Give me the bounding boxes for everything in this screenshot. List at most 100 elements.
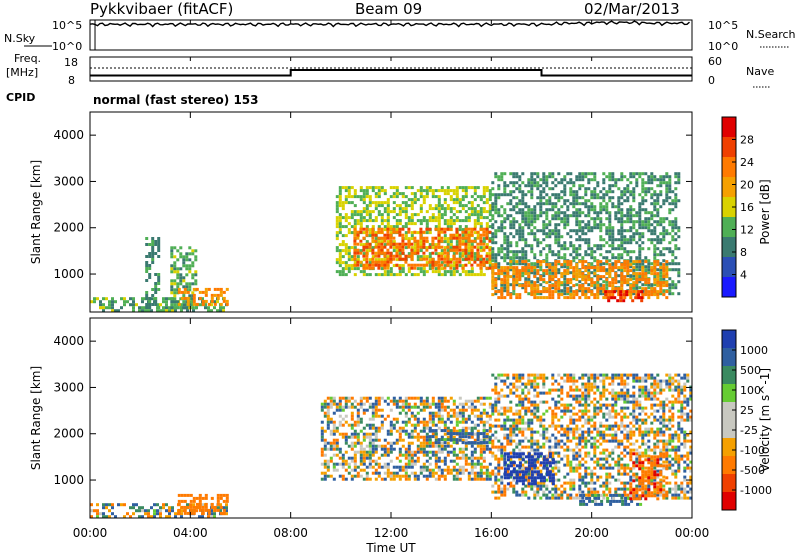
heatmap-cell xyxy=(186,505,190,509)
heatmap-cell xyxy=(198,296,202,300)
heatmap-cell xyxy=(410,396,414,400)
heatmap-cell xyxy=(623,250,627,254)
heatmap-cell xyxy=(440,450,444,454)
heatmap-cell xyxy=(395,263,399,267)
heatmap-cell xyxy=(371,246,375,250)
heatmap-cell xyxy=(575,211,579,215)
heatmap-cell xyxy=(473,471,477,475)
heatmap-cell xyxy=(407,477,411,481)
heatmap-cell xyxy=(530,190,534,194)
heatmap-cell xyxy=(371,239,375,243)
heatmap-cell xyxy=(353,261,357,265)
heatmap-cell xyxy=(533,262,537,266)
heatmap-cell xyxy=(347,216,351,220)
heatmap-cell xyxy=(644,268,648,272)
heatmap-cell xyxy=(515,424,519,428)
heatmap-cell xyxy=(557,193,561,197)
heatmap-cell xyxy=(557,229,561,233)
heatmap-cell xyxy=(626,187,630,191)
heatmap-cell xyxy=(416,477,420,481)
heatmap-cell xyxy=(380,453,384,457)
heatmap-cell xyxy=(476,254,480,258)
heatmap-cell xyxy=(611,232,615,236)
heatmap-cell xyxy=(560,211,564,215)
heatmap-cell xyxy=(377,399,381,403)
heatmap-cell xyxy=(392,207,396,211)
heatmap-cell xyxy=(545,217,549,221)
heatmap-cell xyxy=(335,438,339,442)
heatmap-cell xyxy=(350,417,354,421)
heatmap-cell xyxy=(410,248,414,252)
heatmap-cell xyxy=(386,216,390,220)
heatmap-cell xyxy=(605,272,609,276)
heatmap-cell xyxy=(431,444,435,448)
heatmap-cell xyxy=(521,196,525,200)
heatmap-cell xyxy=(497,466,501,470)
heatmap-cell xyxy=(365,213,369,217)
heatmap-cell xyxy=(198,508,202,512)
heatmap-cell xyxy=(395,438,399,442)
heatmap-cell xyxy=(359,456,363,460)
heatmap-cell xyxy=(207,515,210,519)
heatmap-cell xyxy=(398,242,402,246)
heatmap-cell xyxy=(410,192,414,196)
heatmap-cell xyxy=(545,259,549,263)
heatmap-cell xyxy=(176,300,180,304)
heatmap-cell xyxy=(494,196,498,200)
heatmap-cell xyxy=(443,201,447,205)
heatmap-cell xyxy=(410,216,414,220)
heatmap-cell xyxy=(671,199,675,203)
heatmap-cell xyxy=(344,216,348,220)
heatmap-cell xyxy=(365,251,369,255)
heatmap-cell xyxy=(485,222,489,226)
heatmap-cell xyxy=(362,195,366,199)
heatmap-cell xyxy=(359,210,363,214)
heatmap-cell xyxy=(470,441,474,445)
heatmap-cell xyxy=(404,210,408,214)
heatmap-cell xyxy=(338,420,342,424)
heatmap-cell xyxy=(434,227,438,231)
heatmap-cell xyxy=(476,459,480,463)
heatmap-cell xyxy=(542,187,546,191)
heatmap-cell xyxy=(428,402,432,406)
heatmap-cell xyxy=(575,178,579,182)
heatmap-cell xyxy=(506,436,510,440)
heatmap-cell xyxy=(479,239,483,243)
heatmap-cell xyxy=(563,175,567,179)
heatmap-cell xyxy=(437,245,441,249)
heatmap-cell xyxy=(216,499,220,503)
heatmap-cell xyxy=(530,208,534,212)
heatmap-cell xyxy=(611,202,615,206)
heatmap-cell xyxy=(395,429,399,433)
heatmap-cell xyxy=(497,175,501,179)
heatmap-cell xyxy=(503,266,507,270)
date-label: 02/Mar/2013 xyxy=(584,0,680,18)
heatmap-cell xyxy=(392,210,396,214)
heatmap-cell xyxy=(488,239,492,243)
heatmap-cell xyxy=(452,236,456,240)
heatmap-cell xyxy=(557,217,561,221)
heatmap-cell xyxy=(491,424,495,428)
heatmap-cell xyxy=(440,441,444,445)
heatmap-cell xyxy=(404,257,408,261)
heatmap-cell xyxy=(111,506,114,510)
heatmap-cell xyxy=(395,254,399,258)
heatmap-cell xyxy=(506,439,510,443)
heatmap-cell xyxy=(446,441,450,445)
heatmap-cell xyxy=(452,474,456,478)
heatmap-cell xyxy=(383,462,387,466)
heatmap-cell xyxy=(219,505,223,509)
colorbar-swatch xyxy=(722,237,736,257)
heatmap-cell xyxy=(638,268,642,272)
heatmap-cell xyxy=(653,269,657,273)
heatmap-cell xyxy=(554,196,558,200)
heatmap-cell xyxy=(341,417,345,421)
heatmap-cell xyxy=(213,515,216,519)
heatmap-cell xyxy=(419,270,423,274)
heatmap-cell xyxy=(485,189,489,193)
heatmap-cell xyxy=(443,213,447,217)
heatmap-cell xyxy=(353,213,357,217)
heatmap-cell xyxy=(353,236,357,240)
heatmap-cell xyxy=(353,462,357,466)
heatmap-cell xyxy=(353,246,357,250)
